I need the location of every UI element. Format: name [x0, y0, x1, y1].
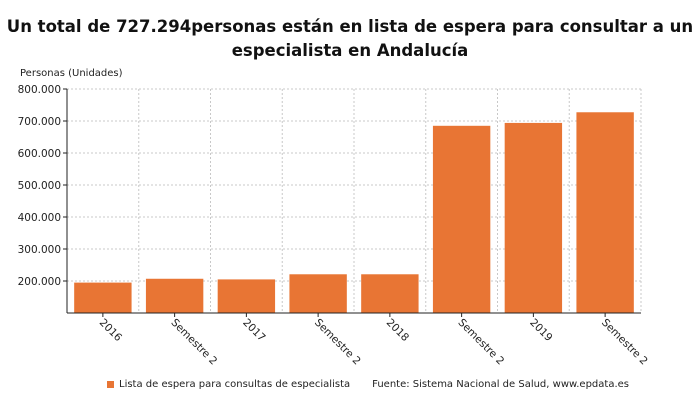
grid-lines [67, 88, 642, 313]
axes [63, 88, 641, 317]
chart-title: Un total de 727.294personas están en lis… [6, 17, 694, 60]
bar [289, 274, 347, 313]
source-credit: Fuente: Sistema Nacional de Salud, www.e… [372, 379, 629, 390]
legend: Lista de espera para consultas de especi… [107, 379, 629, 390]
x-tick-label: 2018 [384, 317, 411, 344]
y-tick-label: 600.000 [18, 148, 61, 160]
y-tick-label: 700.000 [18, 116, 61, 128]
x-tick-labels: 2016 Semestre 2 2017 Semestre 2 2018 Semestre… [97, 317, 650, 368]
y-axis-label: Personas (Unidades) [20, 68, 123, 79]
bar [361, 274, 419, 313]
bars [74, 112, 634, 313]
x-tick-label: 2019 [527, 317, 554, 344]
bar [74, 282, 132, 313]
y-tick-label: 400.000 [18, 212, 61, 224]
bar [145, 278, 204, 313]
x-tick-label: Semestre 2 [169, 317, 220, 368]
legend-swatch [107, 381, 114, 388]
y-tick-label: 200.000 [18, 276, 61, 288]
bar [217, 279, 276, 313]
bar [576, 112, 634, 313]
y-tick-label: 300.000 [18, 244, 61, 256]
x-tick-label: Semestre 2 [599, 317, 650, 368]
legend-label: Lista de espera para consultas de especi… [119, 379, 351, 390]
x-tick-label: Semestre 2 [456, 317, 507, 368]
bar [504, 122, 563, 313]
y-tick-label: 500.000 [18, 180, 61, 192]
x-tick-label: Semestre 2 [312, 317, 363, 368]
x-tick-label: 2016 [97, 317, 125, 345]
bar [432, 125, 491, 313]
y-tick-label: 800.000 [18, 84, 61, 96]
x-tick-label: 2017 [240, 317, 267, 344]
y-tick-labels: 200.000 300.000 400.000 500.000 600.000 700.0… [18, 84, 61, 288]
